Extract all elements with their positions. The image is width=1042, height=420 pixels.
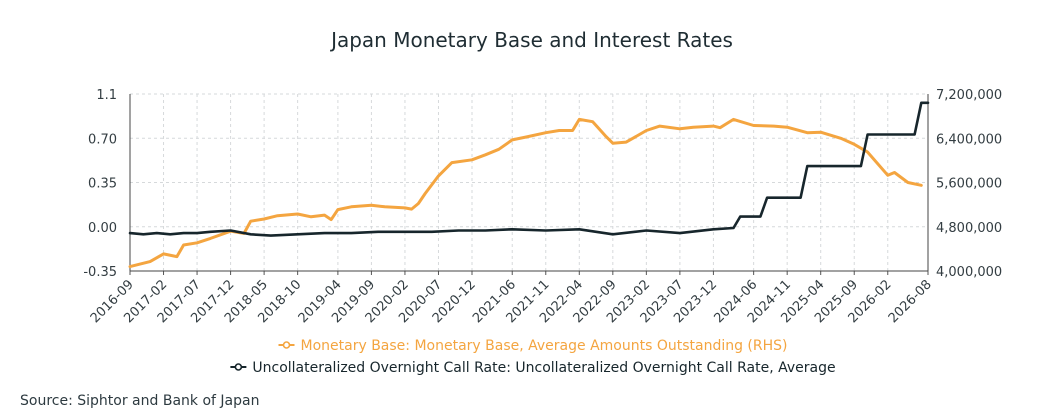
y-left-tick-label: 0.35 <box>88 177 117 192</box>
y-left-tick-label: 0.70 <box>88 132 117 147</box>
series-lines <box>128 101 930 269</box>
source-note: Source: Siphtor and Bank of Japan <box>20 393 260 409</box>
y-right-tick-label: 7,200,000 <box>936 88 1002 103</box>
y-left-tick-label: 1.1 <box>96 88 117 103</box>
legend-label: Uncollateralized Overnight Call Rate: Un… <box>252 360 835 376</box>
x-tick-label: 2026-08 <box>886 277 935 326</box>
grid <box>130 93 928 272</box>
legend-item: Uncollateralized Overnight Call Rate: Un… <box>230 360 836 376</box>
y-left-tick-label: -0.35 <box>83 265 117 280</box>
y-right-tick-label: 6,400,000 <box>936 132 1002 147</box>
axes: 1.1 7,200,000 0.70 6,400,000 0.35 5,600,000 0.… <box>83 88 1002 326</box>
y-right-tick-label: 4,000,000 <box>936 265 1002 280</box>
chart-title: Japan Monetary Base and Interest Rates <box>329 28 733 52</box>
legend-marker-dot <box>234 363 243 371</box>
y-left-tick-label: 0.00 <box>88 221 117 236</box>
legend: Monetary Base: Monetary Base, Average Am… <box>230 338 836 376</box>
legend-label: Monetary Base: Monetary Base, Average Am… <box>301 338 788 354</box>
legend-marker-dot <box>282 341 291 349</box>
y-right-tick-label: 4,800,000 <box>936 221 1002 236</box>
series-line-call-rate <box>128 101 930 237</box>
y-right-tick-label: 5,600,000 <box>936 177 1002 192</box>
series-line-monetary-base <box>128 117 923 269</box>
legend-item: Monetary Base: Monetary Base, Average Am… <box>278 338 788 354</box>
